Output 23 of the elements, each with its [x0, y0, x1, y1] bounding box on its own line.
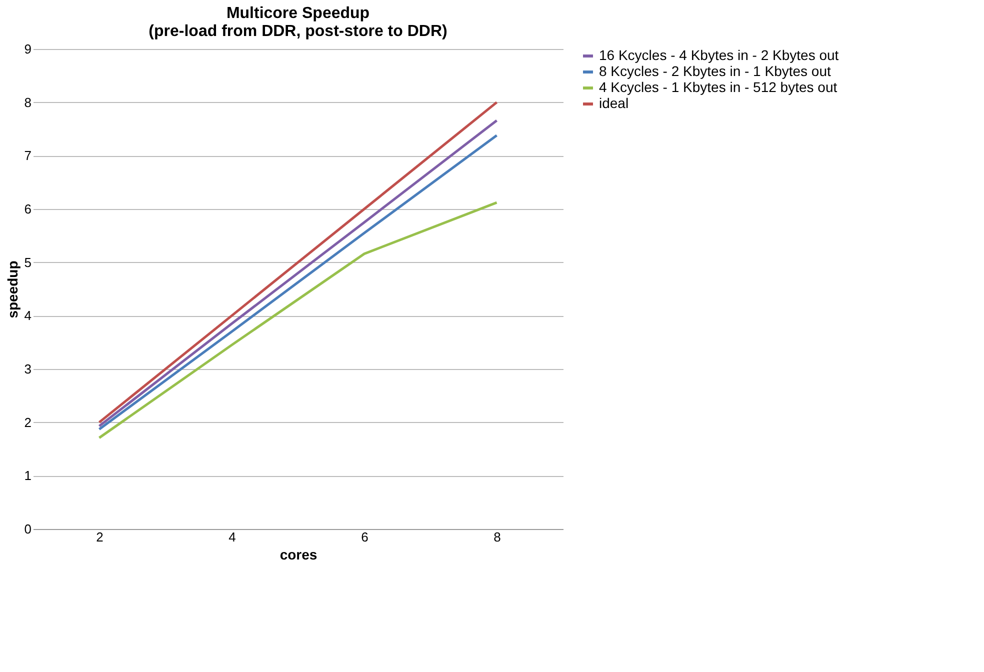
y-tick-label: 5 [24, 254, 32, 270]
y-tick-label: 0 [24, 522, 32, 536]
x-tick-label: 2 [96, 530, 104, 544]
y-tick-label: 1 [24, 468, 32, 484]
y-tick-label: 2 [24, 414, 32, 430]
text: Multicore Speedup [226, 5, 370, 22]
y-tick-label: 9 [24, 42, 32, 56]
x-tick-label: 8 [494, 530, 501, 544]
y-tick-label: 3 [24, 362, 32, 376]
x-tick-label: 4 [228, 530, 236, 544]
y-tick-label: 8 [24, 94, 32, 110]
text: (pre-load from DDR, post-store to DDR) [148, 23, 448, 40]
x-tick-label: 6 [361, 530, 368, 544]
legend-label: 8 Kcycles - 2 Kbytes in - 1 Kbytes out [599, 63, 831, 79]
legend-label: 4 Kcycles - 1 Kbytes in - 512 bytes out [599, 79, 838, 95]
legend-label: 16 Kcycles - 4 Kbytes in - 2 Kbytes out [599, 47, 839, 63]
legend-label: ideal [599, 95, 629, 111]
line-series [98, 201, 498, 440]
x-axis-title: cores [280, 546, 318, 562]
y-tick-label: 6 [24, 202, 32, 216]
y-tick-label: 4 [24, 308, 32, 324]
y-tick-label: 7 [24, 148, 32, 164]
y-axis-title: speedup [4, 260, 20, 318]
